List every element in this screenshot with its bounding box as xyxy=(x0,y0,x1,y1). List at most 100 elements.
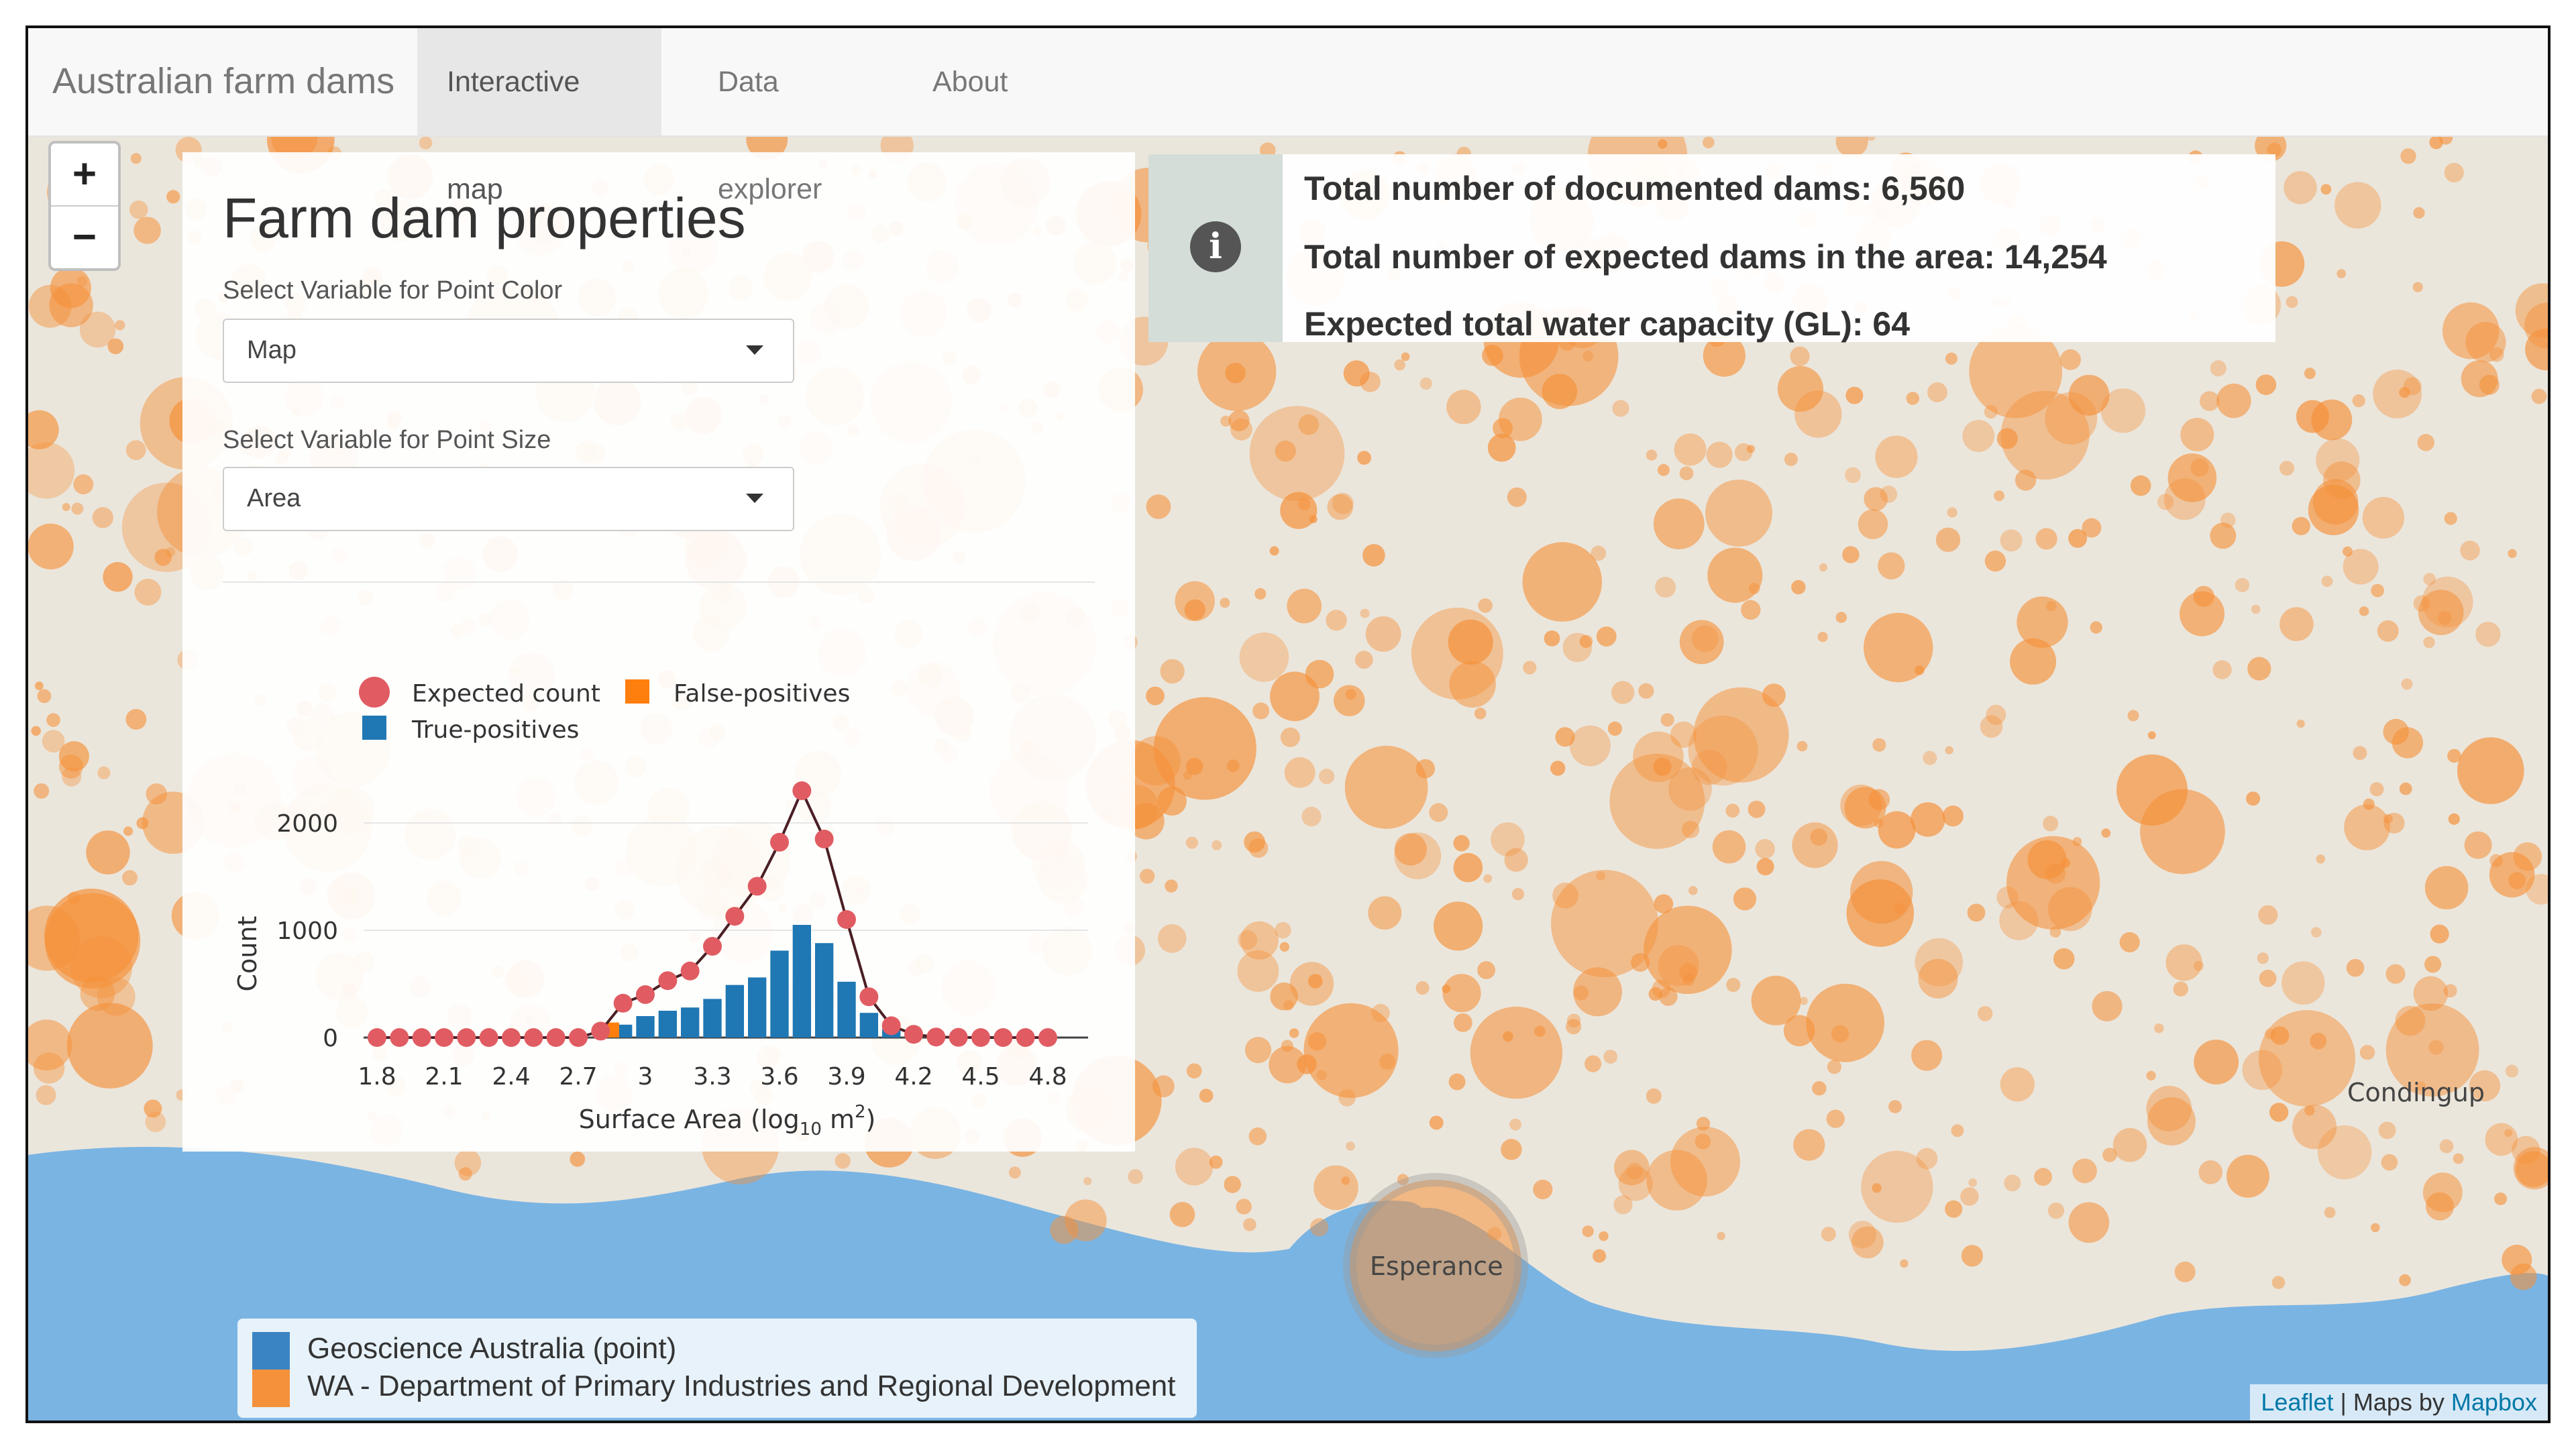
dam-point[interactable] xyxy=(570,1151,586,1167)
dam-point[interactable] xyxy=(1065,1199,1107,1241)
dam-point[interactable] xyxy=(44,893,141,989)
dam-point[interactable] xyxy=(2413,976,2449,1011)
dam-point[interactable] xyxy=(134,578,162,606)
dam-point[interactable] xyxy=(1477,961,1496,979)
dam-point[interactable] xyxy=(2383,812,2405,834)
dam-point[interactable] xyxy=(1309,515,1318,524)
dam-point[interactable] xyxy=(1394,359,1405,371)
dam-point[interactable] xyxy=(1755,839,1775,859)
dam-point[interactable] xyxy=(1717,1231,1725,1241)
expected-count-point[interactable] xyxy=(613,993,633,1013)
dam-point[interactable] xyxy=(1160,659,1185,684)
dam-point[interactable] xyxy=(1573,985,1589,1001)
dam-point[interactable] xyxy=(2418,590,2464,635)
dam-point[interactable] xyxy=(1365,616,1401,652)
dam-point[interactable] xyxy=(2000,529,2023,552)
dam-point[interactable] xyxy=(1341,1176,1350,1185)
true-positive-bar[interactable] xyxy=(636,1016,655,1038)
expected-count-point[interactable] xyxy=(859,987,879,1007)
dam-point[interactable] xyxy=(2422,1172,2463,1213)
dam-point[interactable] xyxy=(2194,1040,2239,1084)
dam-point[interactable] xyxy=(2460,541,2480,561)
dam-point[interactable] xyxy=(1483,874,1493,883)
dam-point[interactable] xyxy=(1611,681,1635,704)
dam-point[interactable] xyxy=(1301,806,1322,827)
dam-point[interactable] xyxy=(2015,469,2037,491)
dam-point[interactable] xyxy=(1169,1202,1195,1227)
dam-point[interactable] xyxy=(2047,1202,2065,1219)
dam-point[interactable] xyxy=(1935,527,1961,552)
dam-point[interactable] xyxy=(2417,434,2434,451)
dam-point[interactable] xyxy=(125,709,147,730)
dam-point[interactable] xyxy=(1977,1006,1993,1021)
dam-point[interactable] xyxy=(1244,1037,1272,1064)
dam-point[interactable] xyxy=(2359,1044,2375,1060)
dam-point[interactable] xyxy=(2334,182,2381,229)
dam-point[interactable] xyxy=(1613,1195,1633,1215)
dam-point[interactable] xyxy=(1360,608,1370,618)
mapbox-link[interactable]: Mapbox xyxy=(2451,1388,2537,1416)
dam-point[interactable] xyxy=(2465,322,2506,363)
dam-point[interactable] xyxy=(28,410,59,449)
dam-point[interactable] xyxy=(1827,1060,1841,1074)
dam-point[interactable] xyxy=(62,503,70,511)
dam-point[interactable] xyxy=(1446,390,1481,425)
dam-point[interactable] xyxy=(2292,516,2310,536)
dam-point[interactable] xyxy=(122,870,138,886)
dam-point[interactable] xyxy=(2311,399,2353,441)
dam-point[interactable] xyxy=(1165,879,1178,893)
dam-point[interactable] xyxy=(2174,1261,2196,1282)
dam-point[interactable] xyxy=(125,440,146,460)
dam-point[interactable] xyxy=(2475,622,2501,647)
dam-point[interactable] xyxy=(1861,1150,1933,1223)
dam-point[interactable] xyxy=(1582,350,1594,362)
dam-point[interactable] xyxy=(2444,162,2464,182)
dam-point[interactable] xyxy=(2010,638,2057,685)
surface-area-histogram[interactable]: Expected count False-positives True-posi… xyxy=(182,152,1135,1152)
dam-point[interactable] xyxy=(1733,887,1757,911)
dam-point[interactable] xyxy=(2453,1153,2464,1164)
dam-point[interactable] xyxy=(1362,544,1385,567)
dam-point[interactable] xyxy=(1279,942,1290,952)
dam-point[interactable] xyxy=(2352,394,2365,408)
dam-point[interactable] xyxy=(2060,349,2081,370)
expected-count-point[interactable] xyxy=(881,1016,901,1036)
dam-point[interactable] xyxy=(2053,948,2075,970)
dam-point[interactable] xyxy=(1332,492,1354,514)
dam-point[interactable] xyxy=(2068,1202,2110,1243)
dam-point[interactable] xyxy=(1826,1109,1845,1128)
dam-point[interactable] xyxy=(2198,1160,2223,1184)
dam-point[interactable] xyxy=(1703,136,1715,149)
true-positive-bar[interactable] xyxy=(748,977,767,1038)
dam-point[interactable] xyxy=(2381,1154,2398,1171)
dam-point[interactable] xyxy=(2494,1192,2507,1205)
dam-point[interactable] xyxy=(2424,866,2469,909)
dam-point[interactable] xyxy=(1674,433,1707,466)
dam-point[interactable] xyxy=(2072,837,2082,846)
dam-point[interactable] xyxy=(1454,1013,1472,1032)
dam-point[interactable] xyxy=(2216,383,2251,419)
dam-point[interactable] xyxy=(1996,428,2018,449)
dam-point[interactable] xyxy=(1270,671,1320,722)
tab-about[interactable]: About xyxy=(932,66,1008,98)
zoom-in-button[interactable]: + xyxy=(72,151,97,197)
dam-point[interactable] xyxy=(2429,135,2443,150)
dam-point[interactable] xyxy=(28,1019,72,1070)
dam-point[interactable] xyxy=(1648,987,1662,1001)
dam-point[interactable] xyxy=(1360,372,1381,392)
dam-point[interactable] xyxy=(1579,634,1593,649)
expected-count-point[interactable] xyxy=(949,1027,968,1047)
dam-point[interactable] xyxy=(1996,886,2019,909)
dam-point[interactable] xyxy=(1864,612,1933,683)
dam-point[interactable] xyxy=(1794,390,1842,438)
expected-count-point[interactable] xyxy=(368,1028,386,1047)
dam-point[interactable] xyxy=(1614,1150,1650,1186)
dam-point[interactable] xyxy=(2180,591,2224,636)
dam-point[interactable] xyxy=(2247,657,2271,681)
dam-point[interactable] xyxy=(1796,740,1808,752)
dam-point[interactable] xyxy=(123,826,133,836)
dam-point[interactable] xyxy=(2068,529,2088,548)
dam-point[interactable] xyxy=(2424,956,2442,973)
dam-point[interactable] xyxy=(1945,746,1953,755)
dam-point[interactable] xyxy=(1609,753,1705,849)
